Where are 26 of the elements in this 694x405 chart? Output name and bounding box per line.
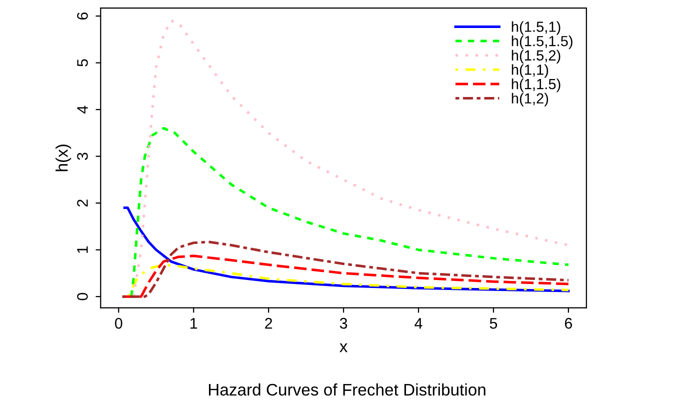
- legend-label: h(1,2): [512, 92, 548, 106]
- x-tick-label: 5: [490, 318, 498, 329]
- x-tick-label: 2: [265, 318, 272, 329]
- text: Hazard Curves of Frechet Distribution: [208, 383, 486, 396]
- x-tick-label: 6: [564, 318, 572, 329]
- x-tick-label: 3: [340, 318, 348, 329]
- line-series: [127, 264, 570, 298]
- legend-label: h(1.5,2): [512, 50, 560, 64]
- line-series: [121, 240, 570, 298]
- legend-label: h(1.5,1.5): [512, 36, 572, 50]
- y-axis-title: h(x): [56, 144, 72, 172]
- y-tick-label: 1: [77, 246, 88, 253]
- y-tick-label: 3: [77, 152, 88, 160]
- y-tick-label: 5: [77, 59, 88, 66]
- legend-label: h(1,1.5): [512, 78, 560, 92]
- legend-label: h(1,1): [512, 64, 548, 78]
- line-series: [130, 127, 570, 298]
- y-tick-label: 2: [77, 200, 88, 207]
- legend-label: h(1.5,1): [512, 21, 560, 35]
- x-tick-label: 1: [190, 318, 198, 329]
- y-tick-label: 6: [77, 12, 88, 20]
- x-tick-label: 4: [414, 318, 422, 329]
- x-tick-label: 0: [114, 318, 122, 329]
- y-tick-label: 0: [77, 292, 88, 300]
- x-axis-title: x: [340, 343, 348, 352]
- y-tick-label: 4: [77, 106, 88, 114]
